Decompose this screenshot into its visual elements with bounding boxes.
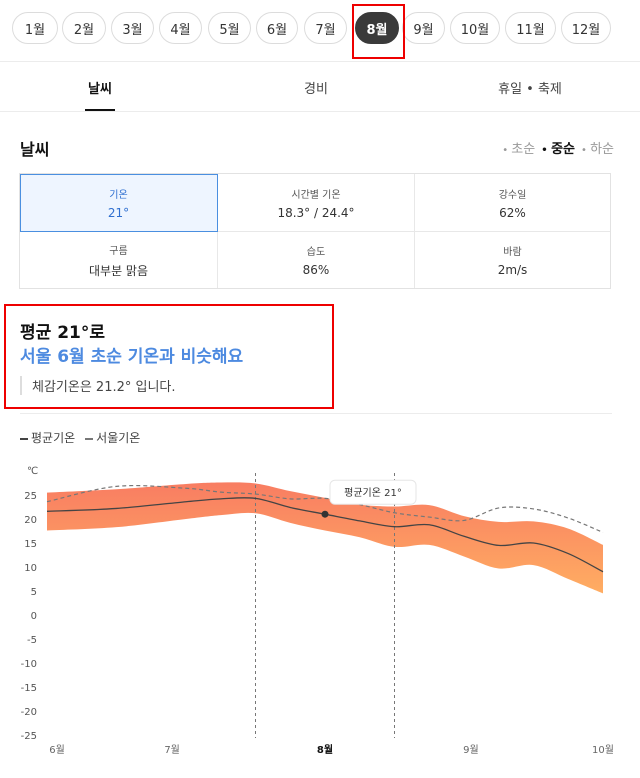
stat-value: 86% <box>302 263 330 277</box>
stat-label: 기온 <box>109 189 128 201</box>
month-chip-3[interactable]: 3월 <box>111 12 154 44</box>
month-chip-11[interactable]: 11월 <box>505 12 556 44</box>
summary-feels-like: 체감기온은 21.2° 입니다. <box>20 376 176 395</box>
month-chip-9[interactable]: 9월 <box>402 12 445 44</box>
stat-temperature[interactable]: 기온 21° <box>20 174 218 232</box>
stat-label: 강수일 <box>498 189 527 201</box>
x-tick-label: 9월 <box>463 744 479 756</box>
section-title: 날씨 <box>20 140 50 159</box>
y-tick-label: -25 <box>21 731 37 742</box>
tooltip-box <box>329 479 417 505</box>
y-unit-label: ℃ <box>27 466 38 477</box>
summary-comparison: 서울 6월 초순 기온과 비슷해요 <box>20 347 244 367</box>
stat-value: 21° <box>107 205 130 220</box>
legend-average: 평균기온 <box>20 429 75 446</box>
month-chip-12[interactable]: 12월 <box>561 12 611 44</box>
y-tick-label: 15 <box>24 539 37 550</box>
legend-seoul-label: 서울기온 <box>96 431 141 445</box>
tab-expenses[interactable]: 경비 <box>304 81 328 97</box>
legend-average-label: 평균기온 <box>31 431 76 445</box>
y-tick-label: -20 <box>21 707 37 718</box>
month-chip-1[interactable]: 1월 <box>12 12 58 44</box>
month-selector: 1월 2월 3월 4월 5월 6월 7월 8월 9월 10월 11월 12월 <box>0 0 640 62</box>
stat-value: 62% <box>499 205 526 220</box>
average-temp-line <box>46 497 604 573</box>
y-tick-label: 0 <box>31 611 37 622</box>
period-mid[interactable]: 중순 <box>541 138 575 157</box>
chart-legend: 평균기온 서울기온 <box>20 429 140 446</box>
active-tab-indicator <box>85 109 115 111</box>
temperature-range-band <box>47 482 603 594</box>
summary-highlight-box <box>4 304 334 409</box>
y-tick-label: 5 <box>31 587 37 598</box>
period-early[interactable]: 초순 <box>502 138 535 157</box>
stat-humidity[interactable]: 습도 86% <box>218 232 415 288</box>
stat-value: 대부분 맑음 <box>88 263 148 278</box>
tab-holidays-festivals[interactable]: 휴일 • 축제 <box>498 81 562 97</box>
stat-wind[interactable]: 바람 2m/s <box>415 232 610 288</box>
stat-value: 18.3° / 24.4° <box>277 205 355 220</box>
category-tabs: 날씨 경비 휴일 • 축제 <box>0 62 640 112</box>
period-late[interactable]: 하순 <box>581 138 614 157</box>
y-tick-label: 25 <box>24 491 37 502</box>
average-temp-marker <box>321 510 329 518</box>
y-tick-label: 20 <box>24 515 37 526</box>
x-tick-label: 6월 <box>49 744 65 756</box>
month-chip-10[interactable]: 10월 <box>450 12 500 44</box>
legend-seoul: 서울기온 <box>85 429 140 446</box>
x-tick-label: 8월 <box>317 744 333 756</box>
stat-label: 구름 <box>109 245 128 257</box>
section-divider <box>20 413 612 414</box>
x-tick-label: 10월 <box>592 744 614 756</box>
month-chip-4[interactable]: 4월 <box>159 12 202 44</box>
stat-label: 바람 <box>503 247 522 258</box>
stat-clouds[interactable]: 구름 대부분 맑음 <box>20 232 218 288</box>
period-filter: 초순 중순 하순 <box>502 138 614 157</box>
stat-value: 2m/s <box>497 263 528 277</box>
stat-hourly-temperature[interactable]: 시간별 기온 18.3° / 24.4° <box>218 174 415 232</box>
month-chip-7[interactable]: 7월 <box>304 12 347 44</box>
weather-stats-grid: 기온 21° 시간별 기온 18.3° / 24.4° 강수일 62% 구름 대… <box>19 173 611 289</box>
solid-line-icon <box>20 437 28 440</box>
stat-label: 습도 <box>306 247 326 258</box>
x-tick-label: 7월 <box>164 744 180 756</box>
stat-rain-days[interactable]: 강수일 62% <box>415 174 610 232</box>
month-chip-5[interactable]: 5월 <box>208 12 251 44</box>
temperature-chart: ℃ 25 20 15 10 5 0 -5 -10 -15 -20 -25 평균기온 21° 6월 7월 8… <box>21 466 614 756</box>
summary-average-temp: 평균 21°로 <box>20 323 105 343</box>
tab-weather[interactable]: 날씨 <box>88 81 112 97</box>
tooltip-label: 평균기온 21° <box>344 487 402 499</box>
dashed-line-icon <box>85 437 94 440</box>
stat-label: 시간별 기온 <box>291 189 341 201</box>
selected-month-highlight <box>352 4 405 59</box>
y-tick-label: -5 <box>27 635 37 646</box>
y-tick-label: -10 <box>21 659 37 670</box>
month-chip-6[interactable]: 6월 <box>256 12 298 44</box>
y-tick-label: -15 <box>21 683 37 694</box>
y-tick-label: 10 <box>24 563 37 574</box>
month-chip-8-selected[interactable]: 8월 <box>355 12 399 44</box>
month-chip-2[interactable]: 2월 <box>62 12 106 44</box>
